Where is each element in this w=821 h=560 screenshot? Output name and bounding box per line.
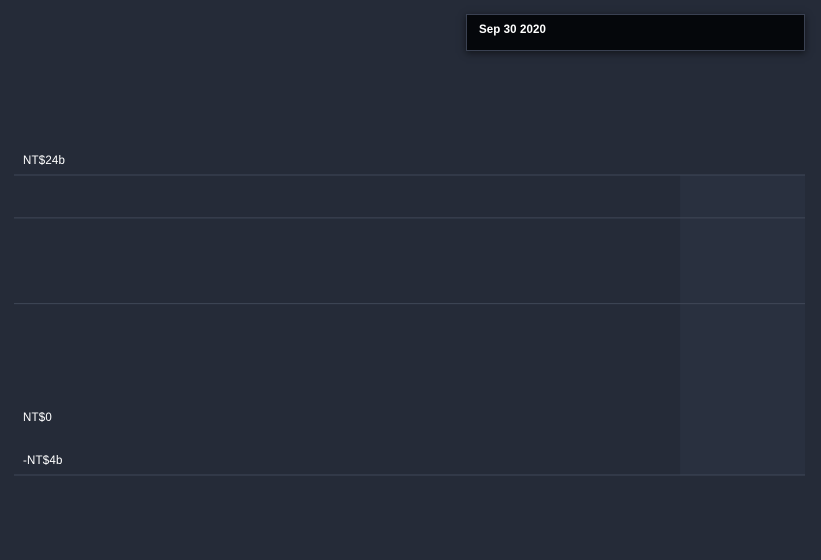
chart-plot-area[interactable] [14, 174, 805, 476]
x-axis [0, 481, 821, 499]
y-axis-label-bottom: -NT$4b [23, 455, 63, 467]
y-axis-label-top: NT$24b [23, 155, 66, 167]
tooltip-panel: Sep 30 2020 [466, 14, 805, 51]
y-axis-label-zero: NT$0 [23, 412, 52, 424]
tooltip-date: Sep 30 2020 [479, 24, 546, 36]
chart-canvas[interactable] [14, 174, 805, 476]
